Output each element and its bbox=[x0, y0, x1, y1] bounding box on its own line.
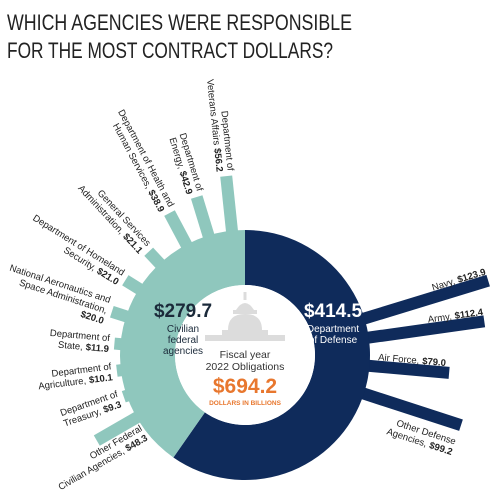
chart-title: FOR THE MOST CONTRACT DOLLARS? bbox=[7, 38, 333, 63]
center-circle bbox=[175, 285, 315, 425]
donut-segment bbox=[119, 230, 245, 458]
bar-label: Army,$112.4 bbox=[427, 307, 484, 326]
value-label: $79.0 bbox=[422, 356, 447, 369]
donut bbox=[119, 230, 370, 481]
category-label: Veterans Affairs bbox=[204, 79, 222, 146]
bar-label-text: Department ofTreasury,$9.3 bbox=[59, 389, 124, 430]
category-label: Air Force, bbox=[378, 352, 420, 367]
bar-label: Air Force, $79.0 bbox=[378, 352, 447, 369]
bar bbox=[190, 195, 217, 244]
bar-label: Department of Health andHuman Services,$… bbox=[105, 108, 176, 214]
category-label: Agriculture, bbox=[38, 376, 87, 393]
bar-label-text: Department ofAgriculture, $10.1 bbox=[36, 361, 114, 392]
bar bbox=[355, 385, 463, 431]
total-caption: 2022 Obligations bbox=[206, 361, 285, 373]
bar-label: Department ofAgriculture, $10.1 bbox=[36, 361, 114, 392]
bar-label-text: Department ofState, $11.9 bbox=[48, 328, 110, 355]
total-caption: Fiscal year bbox=[220, 349, 271, 361]
category-label: Department of bbox=[49, 328, 110, 344]
bar-label: Department ofVeterans Affairs$56.2 bbox=[204, 78, 236, 173]
bar bbox=[356, 274, 490, 327]
capitol-icon bbox=[205, 292, 285, 341]
bar bbox=[220, 175, 239, 239]
group-name: federal bbox=[168, 335, 199, 346]
chart-title: WHICH AGENCIES WERE RESPONSIBLE bbox=[7, 10, 352, 35]
value-label: $11.9 bbox=[85, 342, 109, 355]
group-name: agencies bbox=[163, 346, 203, 357]
value-label: $10.1 bbox=[88, 372, 114, 386]
bar-label-text: Department of Health andHuman Services,$… bbox=[105, 108, 176, 214]
value-label: $56.2 bbox=[211, 148, 224, 173]
group-value: $279.7 bbox=[154, 301, 212, 322]
category-label: Department of Health and bbox=[115, 108, 176, 209]
bar-label-text: Army,$112.4 bbox=[427, 307, 484, 326]
bar-label: Department ofTreasury,$9.3 bbox=[59, 389, 124, 430]
bar-label-text: Department ofEnergy,$42.9 bbox=[166, 132, 205, 196]
total-unit: DOLLARS IN BILLIONS bbox=[209, 400, 282, 407]
group-name: Civilian bbox=[167, 324, 199, 335]
total-value: $694.2 bbox=[213, 375, 277, 398]
category-label: Army, bbox=[427, 311, 452, 325]
bar-label-text: Department ofVeterans Affairs$56.2 bbox=[204, 78, 236, 173]
category-label: State, bbox=[57, 340, 83, 353]
bar bbox=[93, 408, 146, 446]
bar-label: Department ofState, $11.9 bbox=[48, 328, 110, 355]
value-label: $112.4 bbox=[454, 307, 484, 322]
bar bbox=[362, 359, 450, 379]
bar-label: Department ofEnergy,$42.9 bbox=[166, 132, 205, 196]
group-value: $414.5 bbox=[304, 301, 363, 322]
group-name: Department bbox=[307, 324, 359, 335]
group-name: of Defense bbox=[309, 335, 358, 346]
donut-segment bbox=[173, 230, 370, 481]
bar bbox=[164, 210, 195, 254]
bar-label-text: Air Force, $79.0 bbox=[378, 352, 447, 369]
bar bbox=[361, 315, 486, 345]
